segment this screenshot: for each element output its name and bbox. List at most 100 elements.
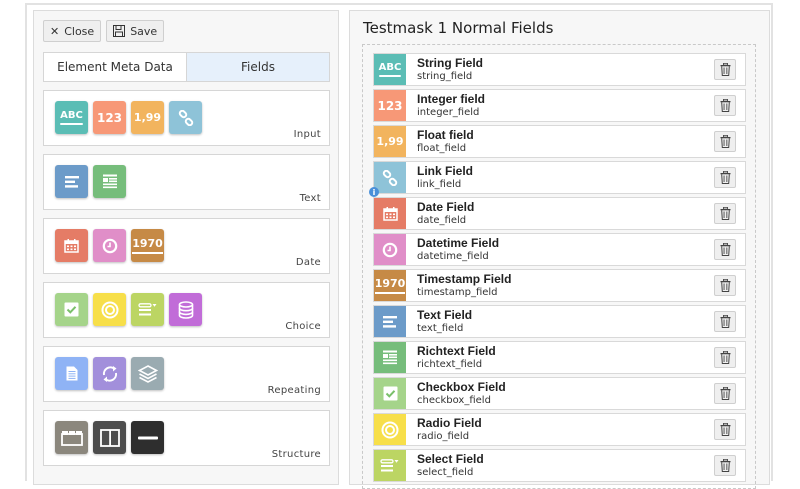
delete-field-button[interactable] [714, 311, 736, 332]
field-text: Select Field select_field [406, 450, 714, 481]
field-row[interactable]: Date Field date_field [373, 197, 746, 230]
palette-group-date: 1970 Date [43, 218, 330, 274]
save-button[interactable]: Save [106, 20, 165, 42]
delete-field-button[interactable] [714, 419, 736, 440]
palette-icons [55, 421, 164, 454]
field-row[interactable]: Text Field text_field [373, 305, 746, 338]
palette-group-label: Date [295, 257, 321, 268]
field-type-badge: i [369, 162, 406, 197]
field-key: integer_field [417, 107, 480, 118]
field-text: Richtext Field richtext_field [406, 342, 714, 373]
integer-icon: 123 [96, 110, 123, 125]
delete-field-button[interactable] [714, 455, 736, 476]
palette-tile-document[interactable] [55, 357, 88, 390]
field-type-badge [374, 414, 406, 445]
save-label: Save [130, 24, 158, 38]
field-row[interactable]: ABC String Field string_field [373, 53, 746, 86]
field-type-badge [374, 234, 406, 265]
toolbar: ✕ Close Save [43, 20, 165, 42]
timestamp-icon: 1970 [132, 238, 163, 254]
palette-group-label: Input [293, 129, 321, 140]
palette-group-text: Text [43, 154, 330, 210]
palette-tile-layers[interactable] [131, 357, 164, 390]
field-name: Timestamp Field [417, 272, 512, 286]
close-button[interactable]: ✕ Close [43, 20, 102, 42]
palette-tile-integer[interactable]: 123 [93, 101, 126, 134]
field-row[interactable]: Richtext Field richtext_field [373, 341, 746, 374]
field-type-badge: ABC [374, 54, 406, 85]
palette-tile-text[interactable] [55, 165, 88, 198]
palette-tile-select[interactable] [131, 293, 164, 326]
palette-tile-abc[interactable]: ABC [55, 101, 88, 134]
timestamp-icon: 1970 [374, 278, 406, 294]
delete-field-button[interactable] [714, 59, 736, 80]
trash-icon [720, 459, 731, 472]
trash-icon [720, 243, 731, 256]
field-text: Float field float_field [406, 126, 714, 157]
field-text: Checkbox Field checkbox_field [406, 378, 714, 409]
info-icon[interactable]: i [369, 187, 379, 197]
palette-tile-database[interactable] [169, 293, 202, 326]
field-row[interactable]: Select Field select_field [373, 449, 746, 482]
delete-field-button[interactable] [714, 167, 736, 188]
field-type-badge [374, 198, 406, 229]
palette-group-choice: Choice [43, 282, 330, 338]
field-text: Radio Field radio_field [406, 414, 714, 445]
link-icon [178, 109, 194, 126]
panel-tabs: Element Meta Data Fields [43, 52, 330, 82]
field-key: date_field [417, 215, 467, 226]
close-icon: ✕ [50, 24, 60, 38]
palette-tile-tabs[interactable] [55, 421, 88, 454]
field-row[interactable]: 1970 Timestamp Field timestamp_field [373, 269, 746, 302]
field-row[interactable]: Radio Field radio_field [373, 413, 746, 446]
abc-icon: ABC [378, 62, 402, 77]
delete-field-button[interactable] [714, 131, 736, 152]
field-dropzone[interactable]: ABC String Field string_field 123 Integer fi… [362, 44, 756, 489]
delete-field-button[interactable] [714, 239, 736, 260]
delete-field-button[interactable] [714, 383, 736, 404]
palette-tile-radio[interactable] [93, 293, 126, 326]
tab-fields[interactable]: Fields [186, 53, 329, 81]
palette-group-label: Text [299, 193, 321, 204]
delete-field-button[interactable] [714, 95, 736, 116]
abc-icon: ABC [60, 110, 83, 125]
palette-tile-repeat[interactable] [93, 357, 126, 390]
field-row[interactable]: i Link Field link_field [369, 161, 746, 197]
field-type-badge: 1970 [374, 270, 406, 301]
field-row[interactable]: 123 Integer field integer_field [373, 89, 746, 122]
clock-icon [382, 242, 398, 258]
radio-icon [381, 421, 399, 439]
field-key: text_field [417, 323, 464, 334]
palette-tile-link[interactable] [169, 101, 202, 134]
palette-tile-calendar[interactable] [55, 229, 88, 262]
palette-tile-float[interactable]: 1,99 [131, 101, 164, 134]
palette-tile-richtext[interactable] [93, 165, 126, 198]
delete-field-button[interactable] [714, 347, 736, 368]
field-row[interactable]: 1,99 Float field float_field [373, 125, 746, 158]
field-name: Link Field [417, 164, 474, 178]
field-text: Datetime Field datetime_field [406, 234, 714, 265]
palette-tile-timestamp[interactable]: 1970 [131, 229, 164, 262]
palette-tile-divider[interactable] [131, 421, 164, 454]
palette-group-label: Structure [271, 449, 321, 460]
field-key: richtext_field [417, 359, 483, 370]
field-text: Timestamp Field timestamp_field [406, 270, 714, 301]
palette-icons: ABC 123 1,99 [55, 101, 202, 134]
tab-element-meta-data[interactable]: Element Meta Data [57, 60, 173, 74]
field-type-badge [374, 306, 406, 337]
field-type-badge: 123 [374, 90, 406, 121]
field-row[interactable]: Checkbox Field checkbox_field [373, 377, 746, 410]
field-row[interactable]: Datetime Field datetime_field [373, 233, 746, 266]
delete-field-button[interactable] [714, 275, 736, 296]
field-name: Radio Field [417, 416, 482, 430]
palette-tile-checkbox[interactable] [55, 293, 88, 326]
field-name: Richtext Field [417, 344, 496, 358]
field-key: string_field [417, 71, 473, 82]
palette-tile-clock[interactable] [93, 229, 126, 262]
field-type-badge [374, 342, 406, 373]
field-key: radio_field [417, 431, 470, 442]
palette-tile-columns[interactable] [93, 421, 126, 454]
field-text: Date Field date_field [406, 198, 714, 229]
delete-field-button[interactable] [714, 203, 736, 224]
field-key: link_field [417, 179, 462, 190]
